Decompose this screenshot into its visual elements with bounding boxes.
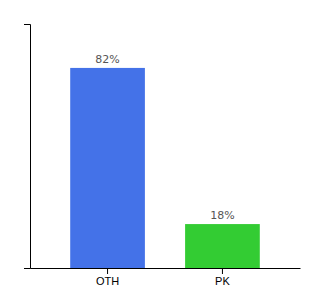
data-labels: 82% 18%	[95, 53, 234, 222]
bars	[70, 68, 260, 268]
x-tick: PK	[215, 268, 230, 287]
x-tick-label: OTH	[96, 275, 119, 287]
x-tick-mark	[222, 268, 223, 274]
data-label: 82%	[95, 53, 119, 66]
x-tick-label: PK	[215, 275, 230, 287]
y-axis-line	[24, 25, 31, 269]
x-tick-mark	[107, 268, 108, 274]
data-label: 18%	[210, 209, 234, 222]
y-axis	[24, 25, 31, 269]
x-axis: OTH PK	[31, 268, 301, 287]
chart: OTH PK 82% 18%	[0, 0, 320, 300]
x-tick: OTH	[96, 268, 119, 287]
bar	[70, 68, 145, 268]
bar	[185, 224, 260, 268]
plot-area: OTH PK 82% 18%	[24, 25, 301, 287]
x-axis-line	[31, 268, 301, 269]
